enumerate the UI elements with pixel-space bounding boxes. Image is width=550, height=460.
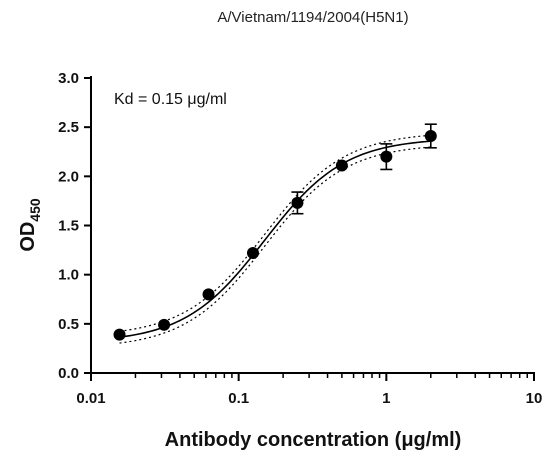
y-tick-label: 0.5 (58, 316, 79, 333)
lower-confidence-band (119, 146, 431, 344)
chart-title: A/Vietnam/1194/2004(H5N1) (217, 9, 408, 26)
data-point (291, 196, 304, 209)
data-point (380, 150, 393, 163)
kd-annotation: Kd = 0.15 μg/ml (114, 91, 227, 108)
data-point (246, 247, 259, 260)
fit-curve (119, 140, 431, 338)
fit-curve-group (119, 140, 431, 338)
confidence-bands (119, 134, 431, 344)
upper-confidence-band (119, 134, 431, 332)
x-tick-label: 10 (526, 390, 543, 407)
svg-text:OD450: OD450 (17, 198, 43, 252)
data-point (424, 130, 437, 143)
y-tick-label: 1.0 (58, 267, 79, 284)
y-tick-label: 2.0 (58, 168, 79, 185)
data-point (113, 328, 126, 341)
x-axis-label: Antibody concentration (μg/ml) (165, 429, 462, 451)
y-tick-label: 1.5 (58, 218, 79, 235)
y-ticks: 0.0 0.5 1.0 1.5 2.0 2.5 3.0 (58, 70, 91, 382)
y-axis-label-main: OD (17, 222, 39, 252)
y-axis-label: OD450 (17, 198, 43, 252)
y-tick-label: 0.0 (58, 365, 79, 382)
data-points (113, 130, 437, 341)
data-point (335, 159, 348, 172)
x-tick-label: 1 (382, 390, 390, 407)
data-point (202, 288, 215, 301)
error-bars (291, 123, 437, 215)
x-tick-label: 0.1 (228, 390, 249, 407)
x-tick-label: 0.01 (76, 390, 105, 407)
y-tick-label: 2.5 (58, 119, 79, 136)
data-point (158, 318, 171, 331)
x-ticks: 0.01 0.1 1 10 (76, 373, 542, 407)
y-tick-label: 3.0 (58, 70, 79, 87)
y-axis-label-subscript: 450 (27, 198, 43, 222)
